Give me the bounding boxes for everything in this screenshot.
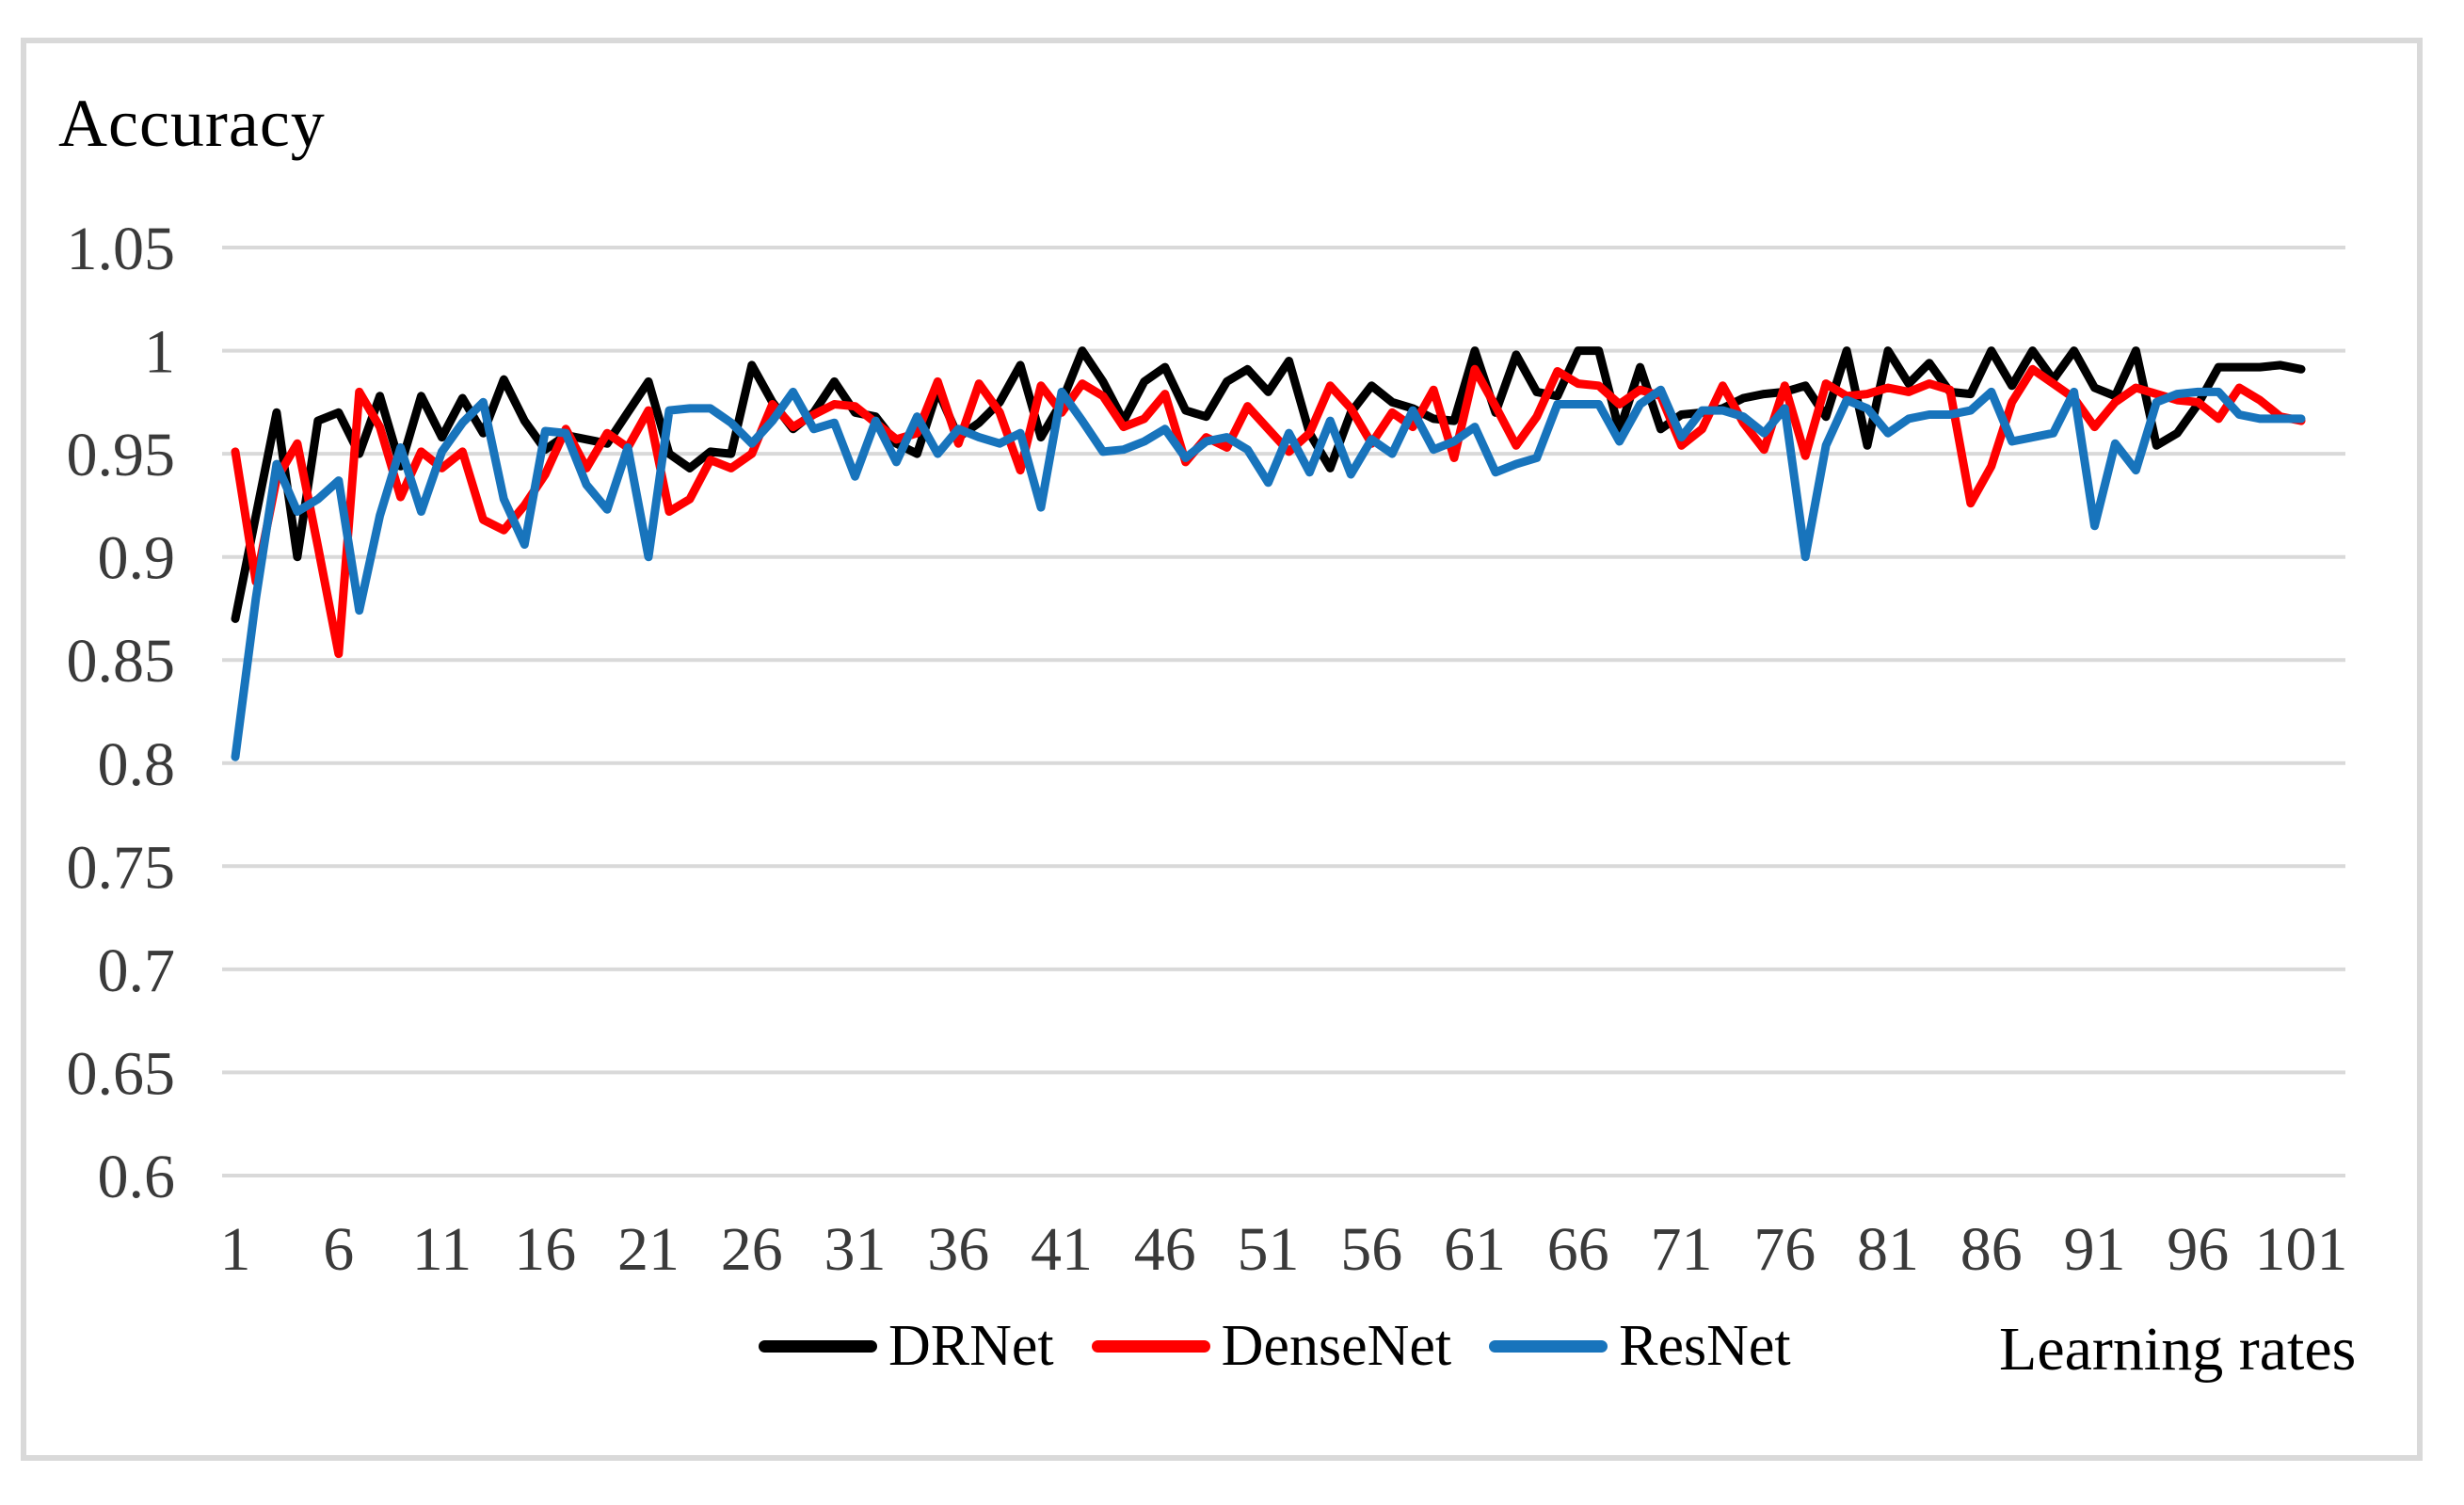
- x-axis-title: Learning rates: [1999, 1315, 2357, 1384]
- x-tick-label: 6: [323, 1215, 354, 1284]
- y-tick-label: 0.65: [67, 1039, 176, 1108]
- y-tick-label: 0.8: [98, 730, 176, 799]
- y-tick-label: 0.95: [67, 421, 176, 489]
- y-tick-label: 1.05: [67, 215, 176, 283]
- x-tick-label: 81: [1857, 1215, 1919, 1284]
- series-line-drnet: [231, 346, 2306, 623]
- x-tick-label: 96: [2167, 1215, 2229, 1284]
- y-tick-label: 0.6: [98, 1143, 176, 1211]
- x-tick-label: 11: [412, 1215, 472, 1284]
- legend-label-densenet: DenseNet: [1221, 1313, 1452, 1378]
- x-tick-label: 41: [1031, 1215, 1093, 1284]
- x-tick-label: 61: [1444, 1215, 1506, 1284]
- x-tick-label: 86: [1960, 1215, 2023, 1284]
- y-tick-label: 0.7: [98, 937, 176, 1005]
- x-tick-label: 71: [1651, 1215, 1713, 1284]
- legend-label-drnet: DRNet: [888, 1313, 1054, 1378]
- x-tick-label: 31: [824, 1215, 887, 1284]
- legend-item-resnet: ResNet: [1489, 1313, 1791, 1380]
- x-tick-label: 21: [617, 1215, 680, 1284]
- series-line-resnet: [231, 385, 2306, 761]
- legend-swatch-densenet: [1091, 1339, 1210, 1353]
- x-tick-label: 76: [1753, 1215, 1816, 1284]
- legend-swatch-resnet: [1489, 1339, 1608, 1353]
- x-tick-label: 26: [721, 1215, 783, 1284]
- chart-title: Accuracy: [58, 86, 326, 161]
- x-tick-label: 101: [2255, 1215, 2348, 1284]
- y-tick-label: 0.9: [98, 524, 176, 593]
- x-tick-label: 1: [220, 1215, 251, 1284]
- series-line-densenet: [231, 364, 2306, 659]
- x-tick-label: 91: [2064, 1215, 2126, 1284]
- figure-border: [21, 38, 2423, 1461]
- x-tick-label: 51: [1238, 1215, 1300, 1284]
- x-tick-label: 16: [514, 1215, 576, 1284]
- legend-item-densenet: DenseNet: [1091, 1313, 1452, 1380]
- x-tick-label: 46: [1134, 1215, 1196, 1284]
- x-tick-label: 56: [1340, 1215, 1402, 1284]
- legend-label-resnet: ResNet: [1619, 1313, 1791, 1378]
- x-tick-label: 66: [1547, 1215, 1609, 1284]
- legend-swatch-drnet: [759, 1339, 877, 1353]
- x-tick-label: 36: [927, 1215, 989, 1284]
- y-tick-label: 1: [144, 318, 175, 387]
- y-tick-label: 0.85: [67, 627, 176, 696]
- y-tick-label: 0.75: [67, 833, 176, 902]
- legend-item-drnet: DRNet: [759, 1313, 1054, 1380]
- legend: DRNet DenseNet ResNet: [759, 1314, 1791, 1378]
